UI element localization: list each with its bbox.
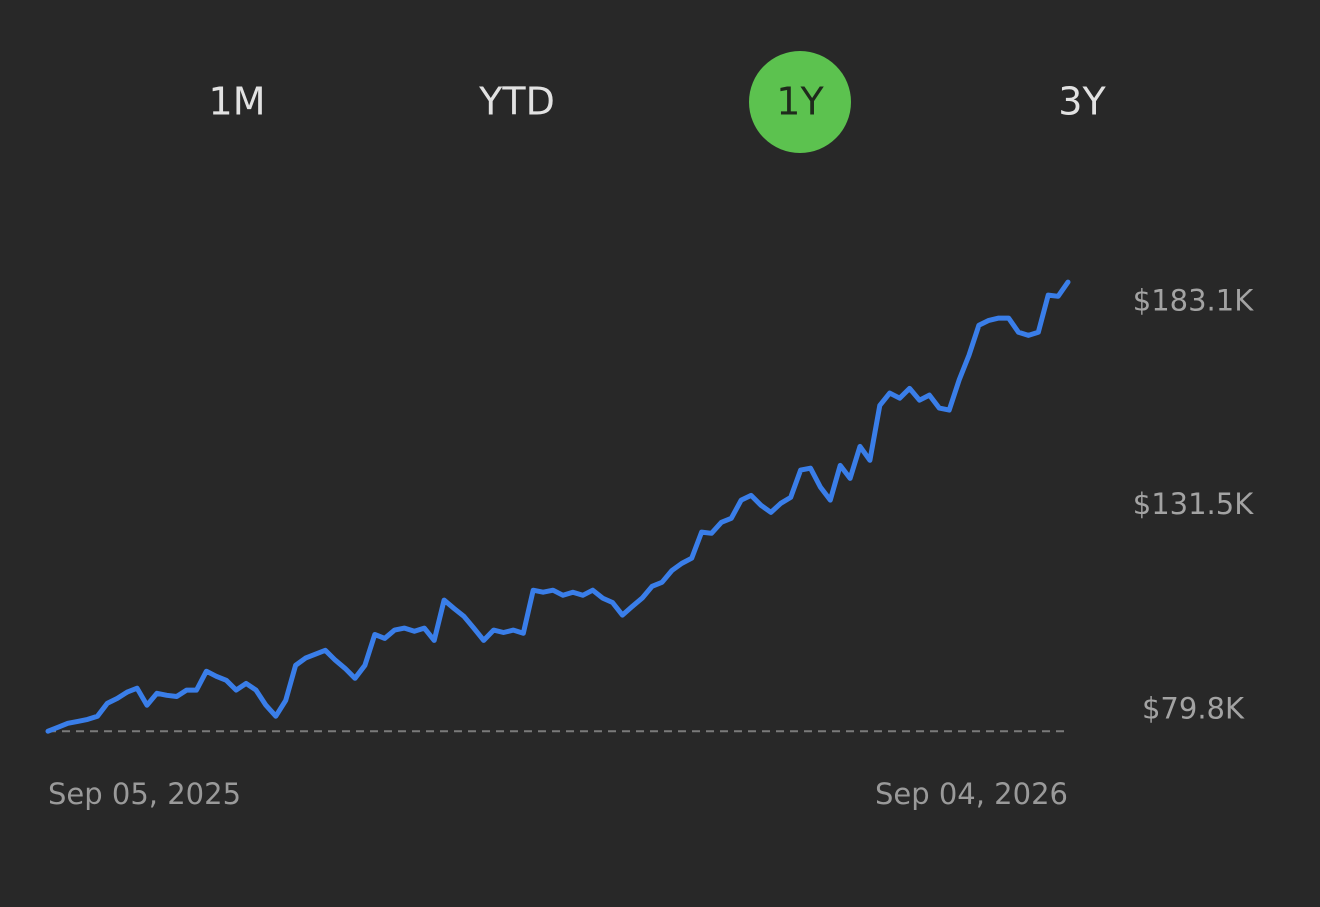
range-tab[interactable]: 1M <box>209 80 266 124</box>
range-tab[interactable]: YTD <box>478 80 555 124</box>
y-tick-label: $79.8K <box>1142 691 1245 725</box>
selected-tab-highlight <box>749 51 851 153</box>
price-line <box>45 279 1071 734</box>
range-tab[interactable]: 1Y <box>776 80 824 124</box>
y-tick-label: $183.1K <box>1133 283 1254 317</box>
range-tab[interactable]: 3Y <box>1058 80 1106 124</box>
x-tick-label: Sep 05, 2025 <box>48 777 241 811</box>
y-tick-label: $131.5K <box>1133 487 1254 521</box>
x-tick-label: Sep 04, 2026 <box>875 777 1068 811</box>
